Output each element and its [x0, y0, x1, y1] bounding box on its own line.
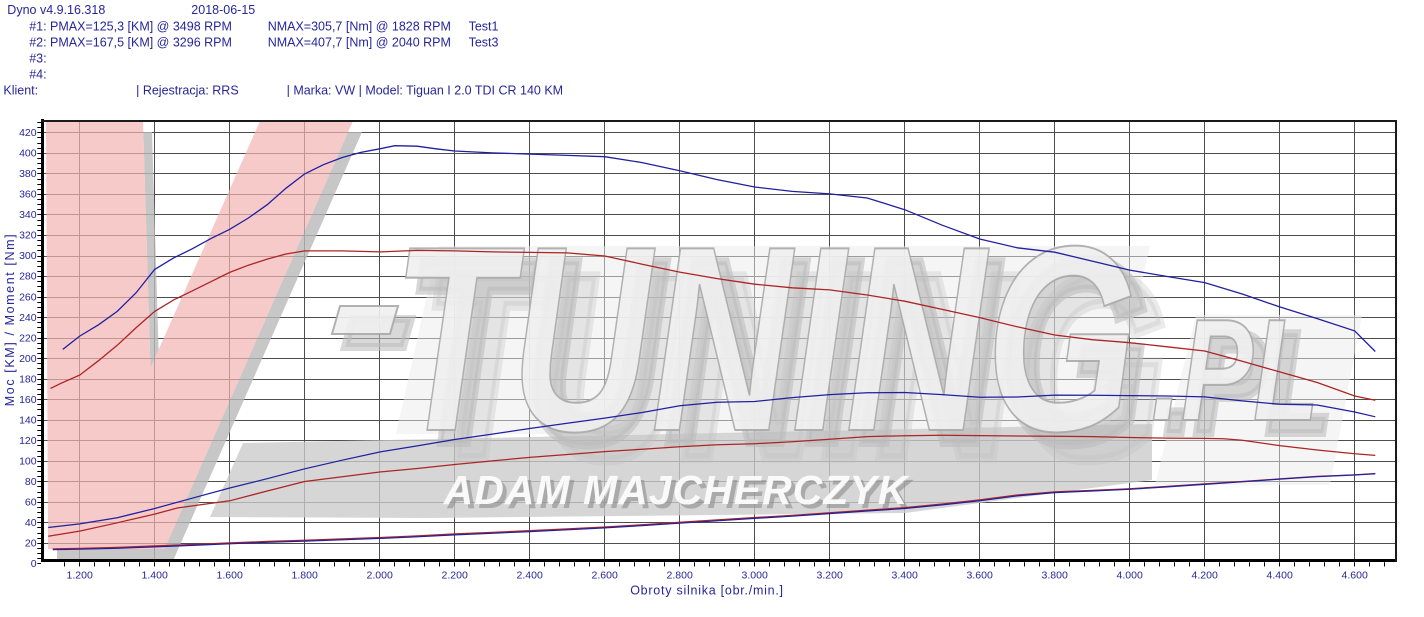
svg-text:340: 340: [19, 209, 37, 221]
svg-text:60: 60: [25, 497, 37, 509]
svg-text:4.600: 4.600: [1342, 569, 1368, 581]
svg-text:#1: PMAX=125,3 [KM] @ 3498 RPM: #1: PMAX=125,3 [KM] @ 3498 RPM: [29, 19, 232, 33]
svg-text:3.000: 3.000: [742, 569, 768, 581]
svg-text:2.800: 2.800: [667, 569, 693, 581]
svg-text:TUNING: TUNING: [392, 191, 1137, 486]
svg-text:TUNING: TUNING: [422, 219, 1167, 514]
svg-text:3.600: 3.600: [967, 569, 993, 581]
svg-text:3.400: 3.400: [892, 569, 918, 581]
svg-text:Dyno v4.9.16.318: Dyno v4.9.16.318: [7, 3, 105, 17]
svg-text:380: 380: [19, 168, 37, 180]
svg-text:280: 280: [19, 271, 37, 283]
svg-text:3.200: 3.200: [817, 569, 843, 581]
svg-text:140: 140: [19, 414, 37, 426]
svg-text:2.000: 2.000: [367, 569, 393, 581]
svg-text:#4:: #4:: [29, 68, 46, 82]
svg-text:2.600: 2.600: [592, 569, 618, 581]
svg-text:Obroty silnika [obr./min.]: Obroty silnika [obr./min.]: [630, 584, 784, 598]
svg-text:160: 160: [19, 394, 37, 406]
svg-text:ADAM MAJCHERCZYK: ADAM MAJCHERCZYK: [447, 471, 915, 517]
svg-text:3.800: 3.800: [1042, 569, 1068, 581]
svg-text:4.400: 4.400: [1267, 569, 1293, 581]
svg-text:| Marka: VW | Model: Tiguan I: | Marka: VW | Model: Tiguan I 2.0 TDI CR…: [287, 84, 564, 98]
svg-text:1.600: 1.600: [217, 569, 243, 581]
svg-text:Test3: Test3: [469, 35, 499, 49]
svg-text:20: 20: [25, 538, 37, 550]
svg-text:Moc [KM] / Moment [Nm]: Moc [KM] / Moment [Nm]: [3, 233, 17, 406]
svg-text:.PL: .PL: [1164, 302, 1332, 464]
svg-text:#2: PMAX=167,5 [KM] @ 3296 RPM: #2: PMAX=167,5 [KM] @ 3296 RPM: [29, 35, 232, 49]
svg-text:Test1: Test1: [469, 19, 499, 33]
svg-text:TUNING: TUNING: [405, 204, 1150, 499]
svg-text:| Rejestracja: RRS: | Rejestracja: RRS: [136, 84, 239, 98]
svg-text:120: 120: [19, 435, 37, 447]
svg-text:2.400: 2.400: [517, 569, 543, 581]
svg-text:NMAX=407,7 [Nm] @ 2040 RPM: NMAX=407,7 [Nm] @ 2040 RPM: [268, 35, 451, 49]
svg-text:1.800: 1.800: [292, 569, 318, 581]
svg-text:420: 420: [19, 127, 37, 139]
svg-text:400: 400: [19, 148, 37, 160]
svg-text:240: 240: [19, 312, 37, 324]
svg-text:4.200: 4.200: [1192, 569, 1218, 581]
svg-text:0: 0: [31, 558, 37, 570]
svg-text:1.400: 1.400: [142, 569, 168, 581]
svg-text:200: 200: [19, 353, 37, 365]
svg-text:1.200: 1.200: [67, 569, 93, 581]
svg-text:2018-06-15: 2018-06-15: [191, 3, 255, 17]
svg-text:260: 260: [19, 291, 37, 303]
svg-text:360: 360: [19, 189, 37, 201]
svg-text:100: 100: [19, 456, 37, 468]
svg-text:2.200: 2.200: [442, 569, 468, 581]
svg-text:4.000: 4.000: [1117, 569, 1143, 581]
svg-text:300: 300: [19, 250, 37, 262]
svg-text:ADAM MAJCHERCZYK: ADAM MAJCHERCZYK: [443, 467, 911, 513]
svg-text:180: 180: [19, 373, 37, 385]
svg-text:Klient:: Klient:: [3, 84, 38, 98]
svg-text:320: 320: [19, 230, 37, 242]
svg-text:NMAX=305,7 [Nm] @ 1828 RPM: NMAX=305,7 [Nm] @ 1828 RPM: [268, 19, 451, 33]
svg-text:220: 220: [19, 332, 37, 344]
svg-text:.PL: .PL: [1151, 289, 1319, 451]
svg-text:80: 80: [25, 476, 37, 488]
svg-text:40: 40: [25, 517, 37, 529]
svg-text:#3:: #3:: [29, 52, 46, 66]
